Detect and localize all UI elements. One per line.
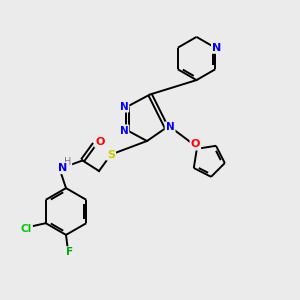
Text: Cl: Cl <box>21 224 32 234</box>
Text: O: O <box>95 136 105 147</box>
Text: O: O <box>190 139 200 149</box>
Text: N: N <box>119 101 128 112</box>
Text: N: N <box>212 43 221 53</box>
Text: N: N <box>166 122 175 133</box>
Text: S: S <box>107 149 115 160</box>
Text: F: F <box>66 247 74 257</box>
Text: H: H <box>64 157 71 167</box>
Text: N: N <box>58 163 68 173</box>
Text: N: N <box>119 125 128 136</box>
